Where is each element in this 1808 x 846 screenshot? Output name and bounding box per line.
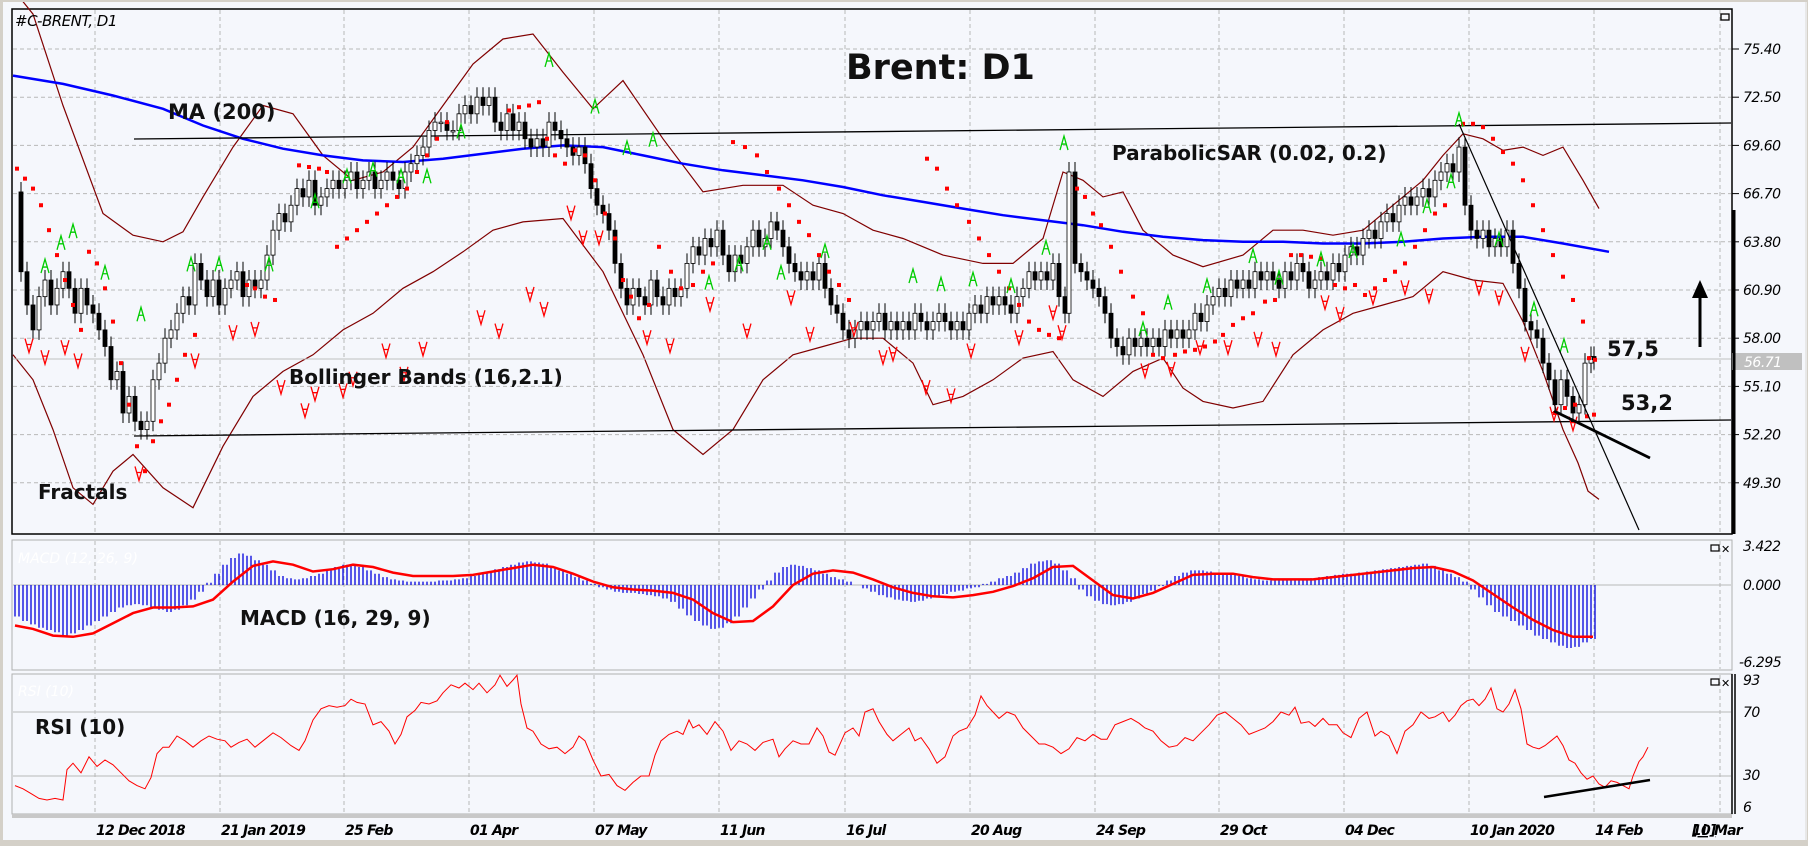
svg-text:6: 6 (1743, 800, 1752, 816)
chart-canvas[interactable]: 75.40 72.50 69.60 66.70 63.80 60.90 58.00 55.10… (3, 2, 1808, 846)
svg-text:11 Jun: 11 Jun (720, 823, 766, 839)
trendlines (1458, 123, 1651, 531)
svg-text:29 Oct: 29 Oct (1220, 823, 1269, 839)
svg-text:52.20: 52.20 (1743, 428, 1781, 444)
svg-text:0.000: 0.000 (1743, 578, 1781, 594)
svg-text:30: 30 (1743, 768, 1760, 784)
parabolic-sar-dots (15, 100, 1597, 474)
svg-text:58.00: 58.00 (1743, 331, 1781, 347)
rsi-axis: 93 70 30 6 (1743, 673, 1761, 816)
rsi-panel[interactable] (11, 673, 1733, 815)
maximize-panel-icon[interactable] (1720, 13, 1730, 21)
ma200-line (12, 74, 1610, 254)
svg-text:16 Jul: 16 Jul (846, 823, 887, 839)
svg-text:04 Dec: 04 Dec (1345, 823, 1395, 839)
svg-text:55.10: 55.10 (1743, 379, 1781, 395)
price-panel[interactable] (11, 8, 1733, 535)
price-axis: 75.40 72.50 69.60 66.70 63.80 60.90 58.00 55.10… (1732, 42, 1782, 492)
svg-text:3.422: 3.422 (1743, 539, 1781, 555)
svg-text:24 Sep: 24 Sep (1096, 823, 1146, 839)
svg-text:-6.295: -6.295 (1739, 655, 1782, 671)
svg-text:75.40: 75.40 (1743, 42, 1781, 58)
sar-annotation: ParabolicSAR (0.02, 0.2) (1112, 141, 1386, 165)
svg-text:20 Aug: 20 Aug (971, 823, 1022, 839)
macd-close-icon[interactable]: ✕ (1721, 543, 1730, 556)
ma-annotation: MA (200) (168, 100, 276, 124)
svg-text:70: 70 (1743, 705, 1760, 721)
rsi-line (14, 674, 1649, 801)
rsi-annotation: RSI (10) (35, 715, 125, 739)
svg-text:69.60: 69.60 (1743, 138, 1781, 154)
date-axis: 12 Dec 2018 21 Jan 2019 25 Feb 01 Apr 07 May… (96, 823, 1745, 839)
svg-text:14 Feb: 14 Feb (1595, 823, 1643, 839)
fractals-annotation: Fractals (38, 480, 127, 504)
time-scrollbar[interactable] (12, 814, 1732, 818)
current-price-tag (1732, 353, 1802, 370)
buy-arrow-icon (1692, 280, 1708, 347)
rsi-header: RSI (10) (18, 684, 74, 700)
macd-annotation: MACD (16, 29, 9) (240, 606, 431, 630)
fractal-markers (24, 50, 1578, 483)
macd-axis: 3.422 0.000 -6.295 (1739, 539, 1782, 671)
svg-text:01 Apr: 01 Apr (470, 823, 519, 839)
svg-text:63.80: 63.80 (1743, 235, 1781, 251)
svg-text:12 Dec 2018: 12 Dec 2018 (96, 823, 186, 839)
current-price-label: 56.71 (1744, 355, 1782, 371)
macd-histogram (14, 553, 1596, 649)
macd-signal-line (14, 560, 1593, 639)
support-level-label: 53,2 (1621, 391, 1673, 415)
svg-text:93: 93 (1743, 673, 1760, 689)
symbol-label: #C-BRENT, D1 (15, 12, 117, 30)
rsi-maximize-icon[interactable] (1710, 678, 1720, 686)
resistance-level-label: 57,5 (1607, 337, 1659, 361)
info-button[interactable]: [ i ] (1691, 823, 1718, 839)
rsi-close-icon[interactable]: ✕ (1721, 677, 1730, 690)
svg-text:21 Jan 2019: 21 Jan 2019 (221, 823, 306, 839)
macd-panel[interactable] (11, 539, 1733, 671)
bollinger-annotation: Bollinger Bands (16,2.1) (289, 365, 563, 389)
chart-window: 75.40 72.50 69.60 66.70 63.80 60.90 58.00 55.10… (3, 2, 1807, 840)
svg-text:10 Mar: 10 Mar (1692, 823, 1744, 839)
svg-text:66.70: 66.70 (1743, 187, 1781, 203)
price-grid (13, 10, 1731, 533)
svg-text:72.50: 72.50 (1743, 90, 1781, 106)
macd-header: MACD (12, 26, 9) (18, 551, 138, 567)
rsi-grid (13, 675, 1731, 813)
svg-text:49.30: 49.30 (1743, 476, 1781, 492)
svg-text:10 Jan 2020: 10 Jan 2020 (1470, 823, 1555, 839)
macd-maximize-icon[interactable] (1710, 544, 1720, 552)
svg-text:07 May: 07 May (595, 823, 648, 839)
chart-title: Brent: D1 (846, 48, 1035, 88)
rsi-trendline (1543, 778, 1651, 799)
svg-text:25 Feb: 25 Feb (345, 823, 393, 839)
svg-text:60.90: 60.90 (1743, 283, 1781, 299)
